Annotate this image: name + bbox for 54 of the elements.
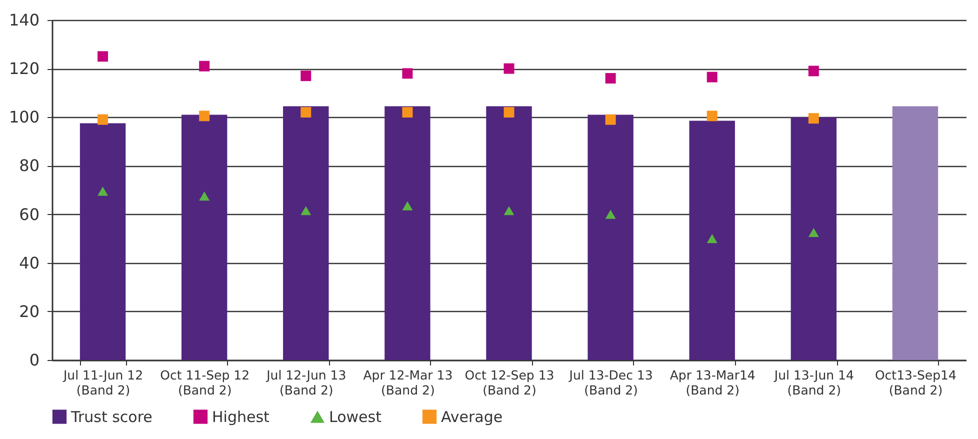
point [605, 210, 616, 219]
x-tick-label: Jul 12-Jun 13 (Band 2) [266, 368, 346, 398]
point [808, 113, 819, 124]
point [98, 186, 108, 196]
point [300, 206, 312, 216]
bar [588, 114, 634, 360]
y-tick-label: 20 [19, 302, 40, 321]
bar [80, 123, 126, 360]
legend-label: Trust score [70, 408, 152, 426]
legend-label: Highest [212, 408, 270, 426]
point [98, 114, 108, 125]
x-tick-label: Apr 12-Mar 13 (Band 2) [363, 368, 453, 398]
bar [892, 106, 938, 360]
y-tick-label: 40 [19, 253, 40, 272]
point [504, 63, 514, 74]
point [706, 110, 718, 122]
x-tick-label: Jul 13-Jun 14 (Band 2) [773, 368, 854, 398]
y-tick-label: 0 [29, 350, 40, 370]
point [605, 114, 616, 125]
bar [790, 117, 837, 360]
point [504, 206, 514, 216]
y-tick-label: 120 [8, 59, 40, 78]
y-tick-label: 140 [8, 10, 40, 30]
point [199, 192, 210, 201]
x-tick-label: Apr 13-Mar14 (Band 2) [670, 368, 756, 398]
point [808, 228, 819, 238]
x-tick-label: Jul 13-Dec 13 (Band 2) [568, 368, 653, 398]
y-tick-label: 60 [19, 204, 40, 224]
point [402, 201, 413, 210]
point [402, 107, 413, 118]
x-tick-label: Jul 11-Jun 12 (Band 2) [62, 368, 144, 398]
x-tick-label: Oct 11-Sep 12 (Band 2) [160, 368, 250, 398]
point [199, 110, 210, 122]
bar [283, 106, 329, 360]
point [605, 73, 616, 84]
y-tick-label: 100 [8, 108, 40, 127]
point [504, 107, 514, 118]
bar [181, 114, 228, 360]
point [199, 60, 210, 72]
point [98, 51, 108, 62]
x-tick-label: Oct13-Sep14 (Band 2) [874, 368, 957, 398]
point [808, 66, 819, 76]
bar [689, 120, 735, 360]
point [706, 234, 718, 244]
point [706, 72, 718, 82]
y-tick-label: 80 [19, 156, 40, 176]
point [402, 68, 413, 79]
bar [486, 106, 532, 360]
x-tick-label: Oct 12-Sep 13 (Band 2) [464, 368, 554, 398]
bar [384, 106, 430, 360]
legend-label: Average [441, 408, 503, 426]
point [300, 70, 312, 82]
legend-label: Lowest [329, 408, 382, 426]
point [300, 107, 312, 118]
